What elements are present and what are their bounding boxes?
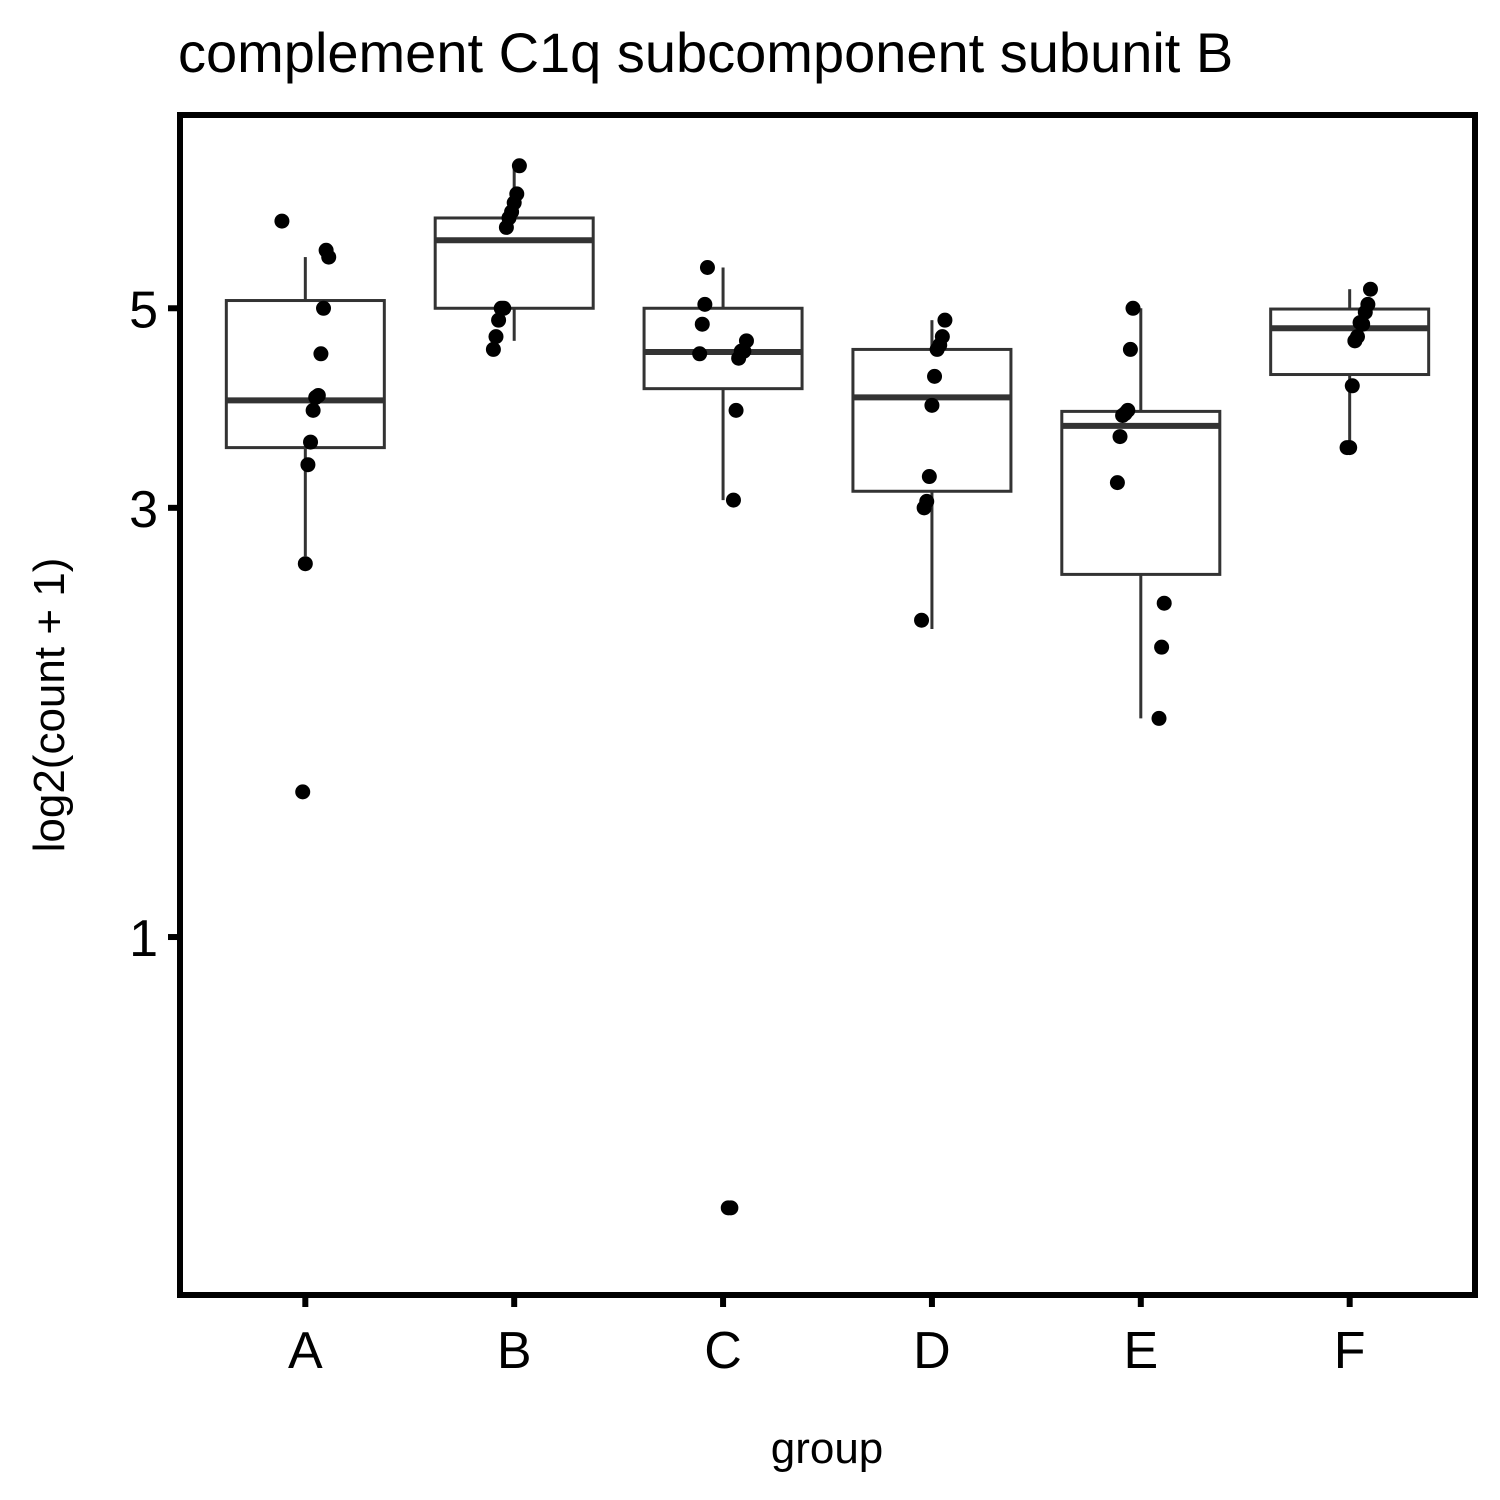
data-point — [1156, 595, 1172, 611]
x-axis-title: group — [771, 1424, 884, 1473]
data-point — [318, 242, 334, 258]
data-point — [697, 296, 713, 312]
x-tick-label: E — [1123, 1322, 1158, 1380]
y-tick-label: 3 — [129, 481, 158, 539]
data-point — [1112, 429, 1128, 445]
data-point — [493, 300, 509, 316]
data-point — [1154, 639, 1170, 655]
data-point — [1362, 281, 1378, 297]
data-point — [295, 784, 311, 800]
box-iqr — [642, 306, 804, 391]
data-point — [1125, 300, 1141, 316]
x-axis: A B C D E F — [288, 1295, 1366, 1380]
x-tick-label: D — [913, 1322, 951, 1380]
box-C — [642, 267, 804, 501]
data-point — [692, 346, 708, 362]
points-B — [485, 158, 527, 357]
data-point — [916, 500, 932, 516]
data-point — [305, 402, 321, 418]
points-E — [1109, 300, 1172, 726]
data-point — [1115, 407, 1131, 423]
data-point — [1151, 710, 1167, 726]
data-point — [511, 158, 527, 174]
points-D — [914, 312, 953, 628]
plot-frame — [177, 112, 1478, 1298]
data-point — [924, 397, 940, 413]
x-tick-label: C — [704, 1322, 742, 1380]
data-point — [937, 312, 953, 328]
data-point — [1339, 440, 1355, 456]
y-axis-title: log2(count + 1) — [25, 558, 74, 853]
data-point — [1344, 378, 1360, 394]
data-point — [927, 368, 943, 384]
box-B — [433, 165, 595, 341]
data-point — [725, 492, 741, 508]
data-point — [914, 612, 930, 628]
data-point — [1109, 475, 1125, 491]
data-point — [313, 346, 329, 362]
box-iqr — [1060, 409, 1222, 576]
chart-title: complement C1q subcomponent subunit B — [178, 21, 1233, 84]
data-point — [720, 1200, 736, 1216]
data-point — [488, 329, 504, 345]
data-point — [303, 434, 319, 450]
data-point — [1352, 315, 1368, 331]
y-axis: 1 3 5 — [129, 281, 180, 968]
data-point — [491, 312, 507, 328]
data-point — [929, 341, 945, 357]
x-tick-label: A — [288, 1322, 323, 1380]
x-tick-label: B — [497, 1322, 532, 1380]
data-point — [1347, 333, 1363, 349]
data-point — [694, 316, 710, 332]
box-iqr — [433, 216, 595, 310]
data-point — [731, 350, 747, 366]
data-point — [728, 402, 744, 418]
data-point — [300, 457, 316, 473]
points-C — [692, 259, 754, 1216]
data-point — [921, 469, 937, 485]
points-A — [274, 213, 337, 800]
data-point — [316, 300, 332, 316]
box-E — [1060, 308, 1222, 719]
data-point — [308, 389, 324, 405]
data-point — [1122, 341, 1138, 357]
y-tick-label: 5 — [129, 281, 158, 339]
data-point — [699, 259, 715, 275]
box-iqr — [224, 299, 386, 450]
y-tick-label: 1 — [129, 910, 158, 968]
data-point — [297, 556, 313, 572]
box-A — [224, 257, 386, 557]
data-point — [485, 341, 501, 357]
x-tick-label: F — [1334, 1322, 1366, 1380]
plot-panel — [224, 158, 1431, 1216]
points-F — [1339, 281, 1378, 456]
data-point — [498, 219, 514, 235]
data-point — [274, 213, 290, 229]
